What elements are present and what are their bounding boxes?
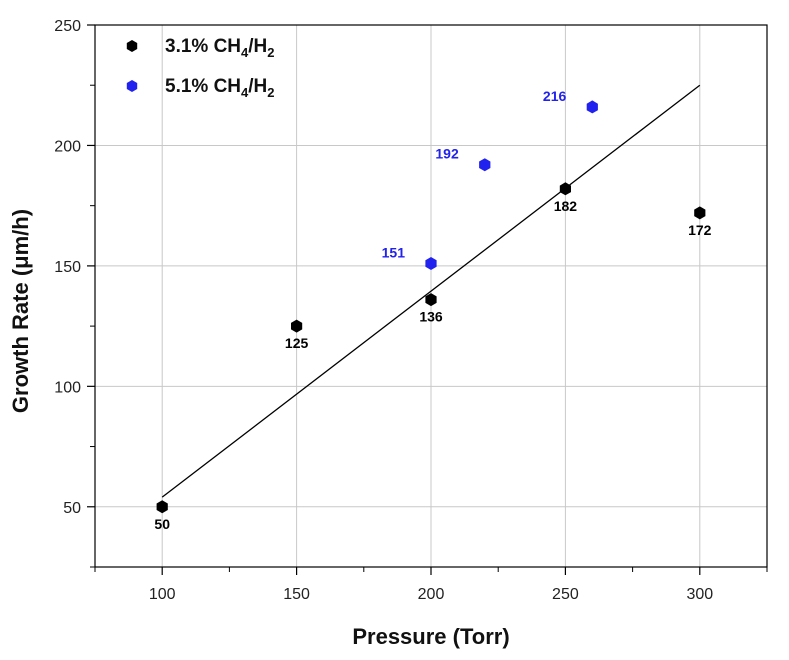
data-point bbox=[694, 206, 706, 220]
y-tick-label: 150 bbox=[54, 259, 81, 276]
legend-marker bbox=[126, 40, 138, 52]
x-tick-label: 300 bbox=[686, 586, 713, 603]
data-label: 136 bbox=[419, 309, 443, 325]
data-labels: 50 125 136 182 172 151 192 216 bbox=[154, 88, 711, 532]
data-point bbox=[425, 257, 437, 270]
x-tick-label: 200 bbox=[418, 586, 445, 603]
x-tick-label: 250 bbox=[552, 586, 579, 603]
legend-marker bbox=[126, 80, 138, 92]
legend-label: 3.1% CH4/H2 bbox=[165, 36, 275, 60]
data-label: 50 bbox=[154, 516, 170, 532]
legend-label: 5.1% CH4/H2 bbox=[165, 76, 275, 100]
data-label: 192 bbox=[435, 146, 459, 162]
y-tick-label: 200 bbox=[54, 138, 81, 155]
y-tick-label: 50 bbox=[63, 500, 81, 517]
data-label: 151 bbox=[382, 244, 406, 260]
data-point bbox=[559, 182, 571, 196]
data-label: 216 bbox=[543, 88, 567, 104]
data-points bbox=[156, 100, 706, 514]
y-tick-label: 100 bbox=[54, 379, 81, 396]
data-point bbox=[425, 293, 437, 307]
y-tick-label: 250 bbox=[54, 18, 81, 35]
y-axis-title: Growth Rate (μm/h) bbox=[8, 209, 33, 413]
x-axis-title: Pressure (Torr) bbox=[352, 624, 509, 649]
axes: 100 150 200 250 300 50 100 150 200 250 bbox=[54, 18, 768, 603]
data-point bbox=[586, 100, 598, 114]
data-label: 172 bbox=[688, 222, 712, 238]
data-label: 125 bbox=[285, 335, 309, 351]
x-tick-label: 100 bbox=[149, 586, 176, 603]
data-label: 182 bbox=[554, 198, 578, 214]
fit-line bbox=[161, 84, 701, 498]
legend: 3.1% CH4/H2 5.1% CH4/H2 bbox=[126, 36, 275, 100]
data-point bbox=[479, 158, 491, 172]
data-point bbox=[291, 319, 303, 333]
data-point bbox=[156, 500, 168, 514]
x-tick-label: 150 bbox=[283, 586, 310, 603]
